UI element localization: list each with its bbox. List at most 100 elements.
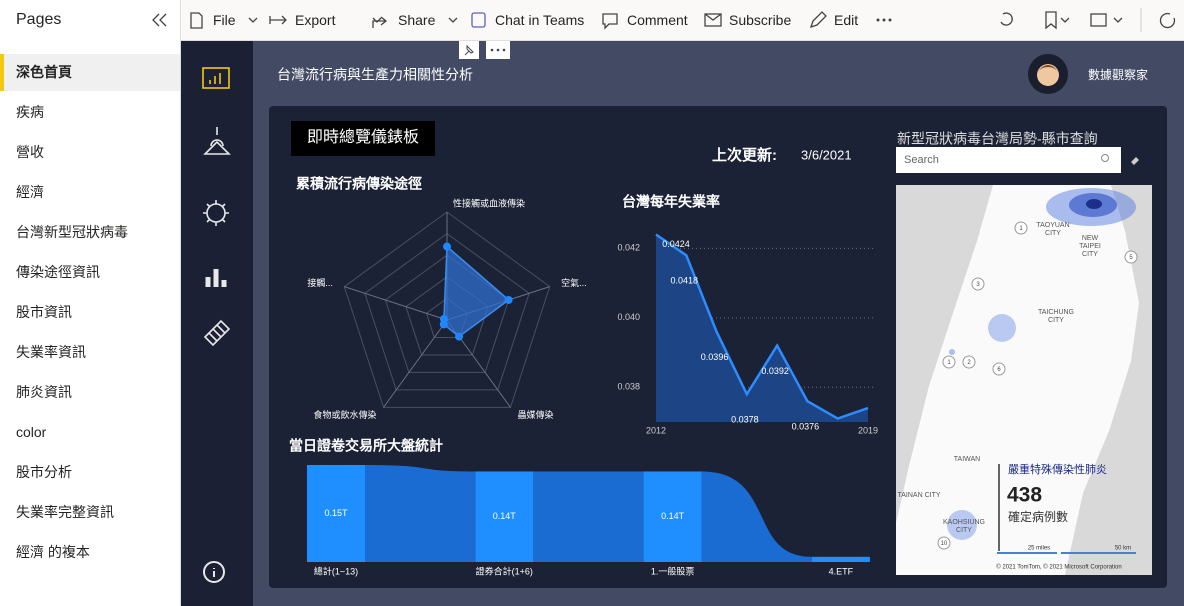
data-label: 0.0376 (792, 422, 820, 432)
road-marker-label: 3 (976, 282, 980, 288)
place-label: TAINAN CITY (897, 492, 940, 499)
toolbar-button[interactable]: Comment (627, 12, 688, 28)
toolbar-button[interactable]: Share (398, 12, 436, 28)
eraser-icon (1131, 157, 1139, 165)
page-item[interactable]: 失業率完整資訊 (16, 504, 114, 520)
page-item[interactable]: color (16, 424, 47, 440)
toolbar: File Export Share Chat in Teams Comment Subsc… (181, 0, 1184, 41)
x-tick-label: 證券合計(1+6) (476, 565, 533, 576)
nav-strip (181, 41, 253, 606)
data-label: 0.0378 (731, 415, 759, 425)
road-marker (1014, 221, 1028, 235)
toolbar-button[interactable]: Edit (834, 12, 859, 28)
data-label: 0.15T (324, 508, 348, 518)
road-marker-label: 1 (1019, 226, 1023, 232)
page-item[interactable]: 疾病 (16, 104, 44, 120)
radar-label: 接觸... (307, 277, 333, 288)
radar-area (443, 244, 510, 338)
road-marker (1124, 250, 1138, 264)
road-marker (942, 355, 956, 369)
update-label: 上次更新: (712, 146, 777, 164)
radar-point (455, 332, 464, 341)
toolbar-button[interactable]: File (213, 12, 236, 28)
line (655, 233, 869, 420)
x-tick-label: 總計(1~13) (314, 565, 358, 576)
x-tick-label: 4.ETF (829, 566, 854, 576)
x-tick-label: 2012 (646, 425, 666, 435)
y-tick-label: 0.040 (617, 312, 640, 322)
road-marker-label: 5 (1129, 255, 1133, 261)
card-value: 438 (1007, 484, 1042, 507)
page-item[interactable]: 台灣新型冠狀病毒 (16, 224, 128, 240)
place-label: NEW (1082, 235, 1099, 242)
icon-powerbi (202, 67, 230, 89)
icon-powerbi-bars (209, 73, 221, 84)
radar-label: 性接觸或血液傳染 (453, 197, 525, 208)
chart-title: 台灣每年失業率 (622, 194, 720, 210)
radar-ring (343, 211, 551, 408)
icon-virus-spikes (203, 200, 229, 226)
road-marker-label: 6 (997, 367, 1001, 373)
ribbon (701, 471, 812, 562)
x-tick-label: 1.一般股票 (651, 565, 695, 576)
data-label: 0.14T (493, 511, 517, 521)
toolbar-button[interactable]: Chat in Teams (495, 12, 585, 28)
page-item[interactable]: 經濟 (16, 184, 44, 200)
icon-info (203, 561, 225, 583)
map-copyright: © 2021 TomTom, © 2021 Microsoft Corporat… (996, 564, 1121, 571)
case-bubble (947, 510, 977, 540)
bar (475, 471, 534, 562)
ribbon (533, 471, 644, 562)
page-item[interactable]: 經濟 的複本 (16, 544, 90, 560)
toolbar-button[interactable]: Subscribe (729, 12, 792, 28)
bar (811, 556, 870, 562)
data-label: 0.14T (661, 511, 685, 521)
bar (643, 471, 702, 562)
place-label: TAIPEI (1079, 243, 1101, 250)
data-label: 0.0396 (701, 352, 729, 362)
heat-core (1086, 199, 1102, 209)
road-marker-label: 1 (947, 360, 951, 366)
user-name: 數據觀察家 (1088, 67, 1148, 82)
dashboard-title: 即時總覽儀錶板 (307, 128, 419, 146)
page-item[interactable]: 失業率資訊 (16, 344, 86, 360)
report-title: 台灣流行病與生產力相關性分析 (277, 67, 473, 83)
page-item[interactable]: 股市分析 (16, 464, 72, 480)
page-item[interactable]: 肺炎資訊 (16, 384, 72, 400)
nav-icons (202, 67, 231, 583)
y-tick-label: 0.042 (617, 243, 640, 253)
radar-axis (383, 319, 448, 408)
toolbar-button[interactable]: Export (295, 12, 336, 28)
dashboard-title-box (291, 121, 435, 156)
radar-label: 蟲媒傳染 (518, 409, 554, 420)
pin-icon (464, 44, 474, 56)
more-dot (496, 48, 500, 52)
place-label: TAICHUNG (1038, 309, 1074, 316)
collapse-icon[interactable] (150, 12, 170, 28)
search-box[interactable] (896, 147, 1121, 173)
data-label: 0.0418 (671, 276, 699, 286)
avatar-face (1037, 64, 1059, 86)
radar-point (504, 295, 513, 304)
avatar-hair (1037, 65, 1059, 73)
page-item[interactable]: 股市資訊 (16, 304, 72, 320)
case-bubble (988, 314, 1016, 342)
bar (307, 465, 365, 562)
area (656, 234, 868, 422)
radar-ring (364, 232, 530, 391)
page-item[interactable]: 營收 (16, 144, 44, 160)
x-tick-label: 2019 (858, 425, 878, 435)
toolbar-icons (190, 8, 1176, 32)
data-label: 0.0392 (761, 366, 789, 376)
more-dot (490, 48, 494, 52)
place-label: KAOHSIUNG (943, 519, 985, 526)
page-item[interactable]: 深色首頁 (0, 54, 180, 91)
ribbon (365, 465, 476, 562)
scale-label: 50 km (1115, 546, 1131, 552)
more-dot (502, 48, 506, 52)
card-label: 確定病例數 (1008, 509, 1068, 524)
card-title: 嚴重特殊傳染性肺炎 (1008, 462, 1107, 476)
page-item[interactable]: 傳染途徑資訊 (16, 264, 100, 280)
